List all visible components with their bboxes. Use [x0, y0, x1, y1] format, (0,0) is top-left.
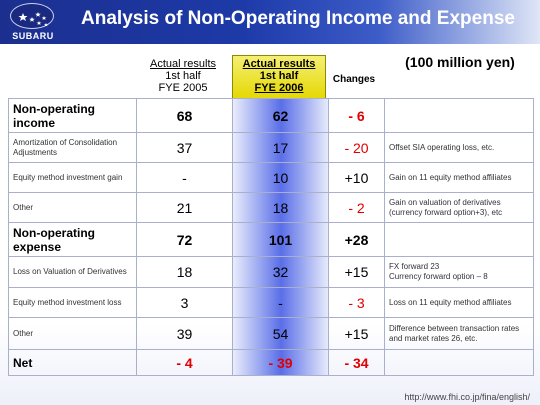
value-fye2005: 39 — [136, 317, 233, 350]
row-label: Non-operating expense — [8, 222, 137, 257]
row-label: Equity method investment loss — [8, 287, 137, 318]
table-row: Other 21 18 - 2 Gain on valuation of der… — [8, 192, 534, 223]
row-label: Other — [8, 317, 137, 350]
value-fye2005: 72 — [136, 222, 233, 257]
value-fye2005: 18 — [136, 256, 233, 288]
value-fye2006: 54 — [232, 317, 329, 350]
table-row: Amortization of Consolidation Adjustment… — [8, 132, 534, 163]
value-fye2006: 62 — [232, 98, 329, 133]
row-label: Non-operating income — [8, 98, 137, 133]
value-fye2005: 21 — [136, 192, 233, 223]
column-header-fye2005-line3: FYE 2005 — [158, 82, 208, 94]
column-header-fye2005-line2: 1st half — [165, 70, 201, 82]
table-row: Other 39 54 +15 Difference between trans… — [8, 317, 534, 350]
value-fye2006: 17 — [232, 132, 329, 163]
value-fye2005: - 4 — [136, 349, 233, 376]
column-header-changes: Changes — [332, 74, 376, 85]
value-fye2005: 3 — [136, 287, 233, 318]
row-note — [384, 222, 534, 257]
row-note-line1: FX forward 23 — [389, 262, 440, 271]
value-change: - 6 — [328, 98, 385, 133]
value-fye2006: 101 — [232, 222, 329, 257]
table-row: Non-operating income 68 62 - 6 — [8, 98, 534, 133]
row-label: Amortization of Consolidation Adjustment… — [8, 132, 137, 163]
column-header-fye2006-line1: Actual results — [242, 58, 316, 70]
value-change: - 20 — [328, 132, 385, 163]
row-label: Loss on Valuation of Derivatives — [8, 256, 137, 288]
footer-url: http://www.fhi.co.jp/fina/english/ — [404, 392, 530, 402]
table-row: Net - 4 - 39 - 34 — [8, 349, 534, 376]
value-change: - 34 — [328, 349, 385, 376]
value-change: +10 — [328, 162, 385, 193]
header-bar: SUBARU Analysis of Non-Operating Income … — [0, 0, 540, 44]
units-label: (100 million yen) — [405, 54, 515, 70]
row-note: Offset SIA operating loss, etc. — [384, 132, 534, 163]
table-row: Loss on Valuation of Derivatives 18 32 +… — [8, 256, 534, 288]
value-fye2005: 37 — [136, 132, 233, 163]
value-change: - 3 — [328, 287, 385, 318]
value-change: +28 — [328, 222, 385, 257]
value-fye2006: 18 — [232, 192, 329, 223]
subaru-logo: SUBARU — [4, 2, 62, 42]
column-header-fye2006-line2: 1st half — [259, 70, 299, 82]
non-operating-table: Non-operating income 68 62 - 6 Amortizat… — [8, 98, 534, 376]
pleiades-stars-icon — [10, 3, 54, 29]
value-fye2006: 10 — [232, 162, 329, 193]
logo-wordmark: SUBARU — [12, 31, 54, 41]
table-row: Non-operating expense 72 101 +28 — [8, 222, 534, 257]
value-fye2006: 32 — [232, 256, 329, 288]
page-title: Analysis of Non-Operating Income and Exp… — [81, 8, 515, 29]
column-header-fye2006: Actual results 1st half FYE 2006 — [232, 55, 326, 100]
row-note: Loss on 11 equity method affiliates — [384, 287, 534, 318]
table-row: Equity method investment gain - 10 +10 G… — [8, 162, 534, 193]
column-header-fye2005: Actual results 1st half FYE 2005 — [136, 58, 230, 94]
value-change: +15 — [328, 256, 385, 288]
row-note: Gain on 11 equity method affiliates — [384, 162, 534, 193]
row-note — [384, 349, 534, 376]
row-note: FX forward 23 Currency forward option – … — [384, 256, 534, 288]
value-fye2005: - — [136, 162, 233, 193]
value-change: - 2 — [328, 192, 385, 223]
row-label: Equity method investment gain — [8, 162, 137, 193]
value-fye2005: 68 — [136, 98, 233, 133]
row-label: Other — [8, 192, 137, 223]
column-header-fye2006-line3: FYE 2006 — [254, 82, 304, 94]
row-label: Net — [8, 349, 137, 376]
row-note: Gain on valuation of derivatives (curren… — [384, 192, 534, 223]
row-note-line2: Currency forward option – 8 — [389, 272, 488, 281]
column-header-fye2005-line1: Actual results — [149, 58, 217, 70]
table-row: Equity method investment loss 3 - - 3 Lo… — [8, 287, 534, 318]
value-change: +15 — [328, 317, 385, 350]
row-note — [384, 98, 534, 133]
value-fye2006: - 39 — [232, 349, 329, 376]
row-note: Difference between transaction rates and… — [384, 317, 534, 350]
value-fye2006: - — [232, 287, 329, 318]
